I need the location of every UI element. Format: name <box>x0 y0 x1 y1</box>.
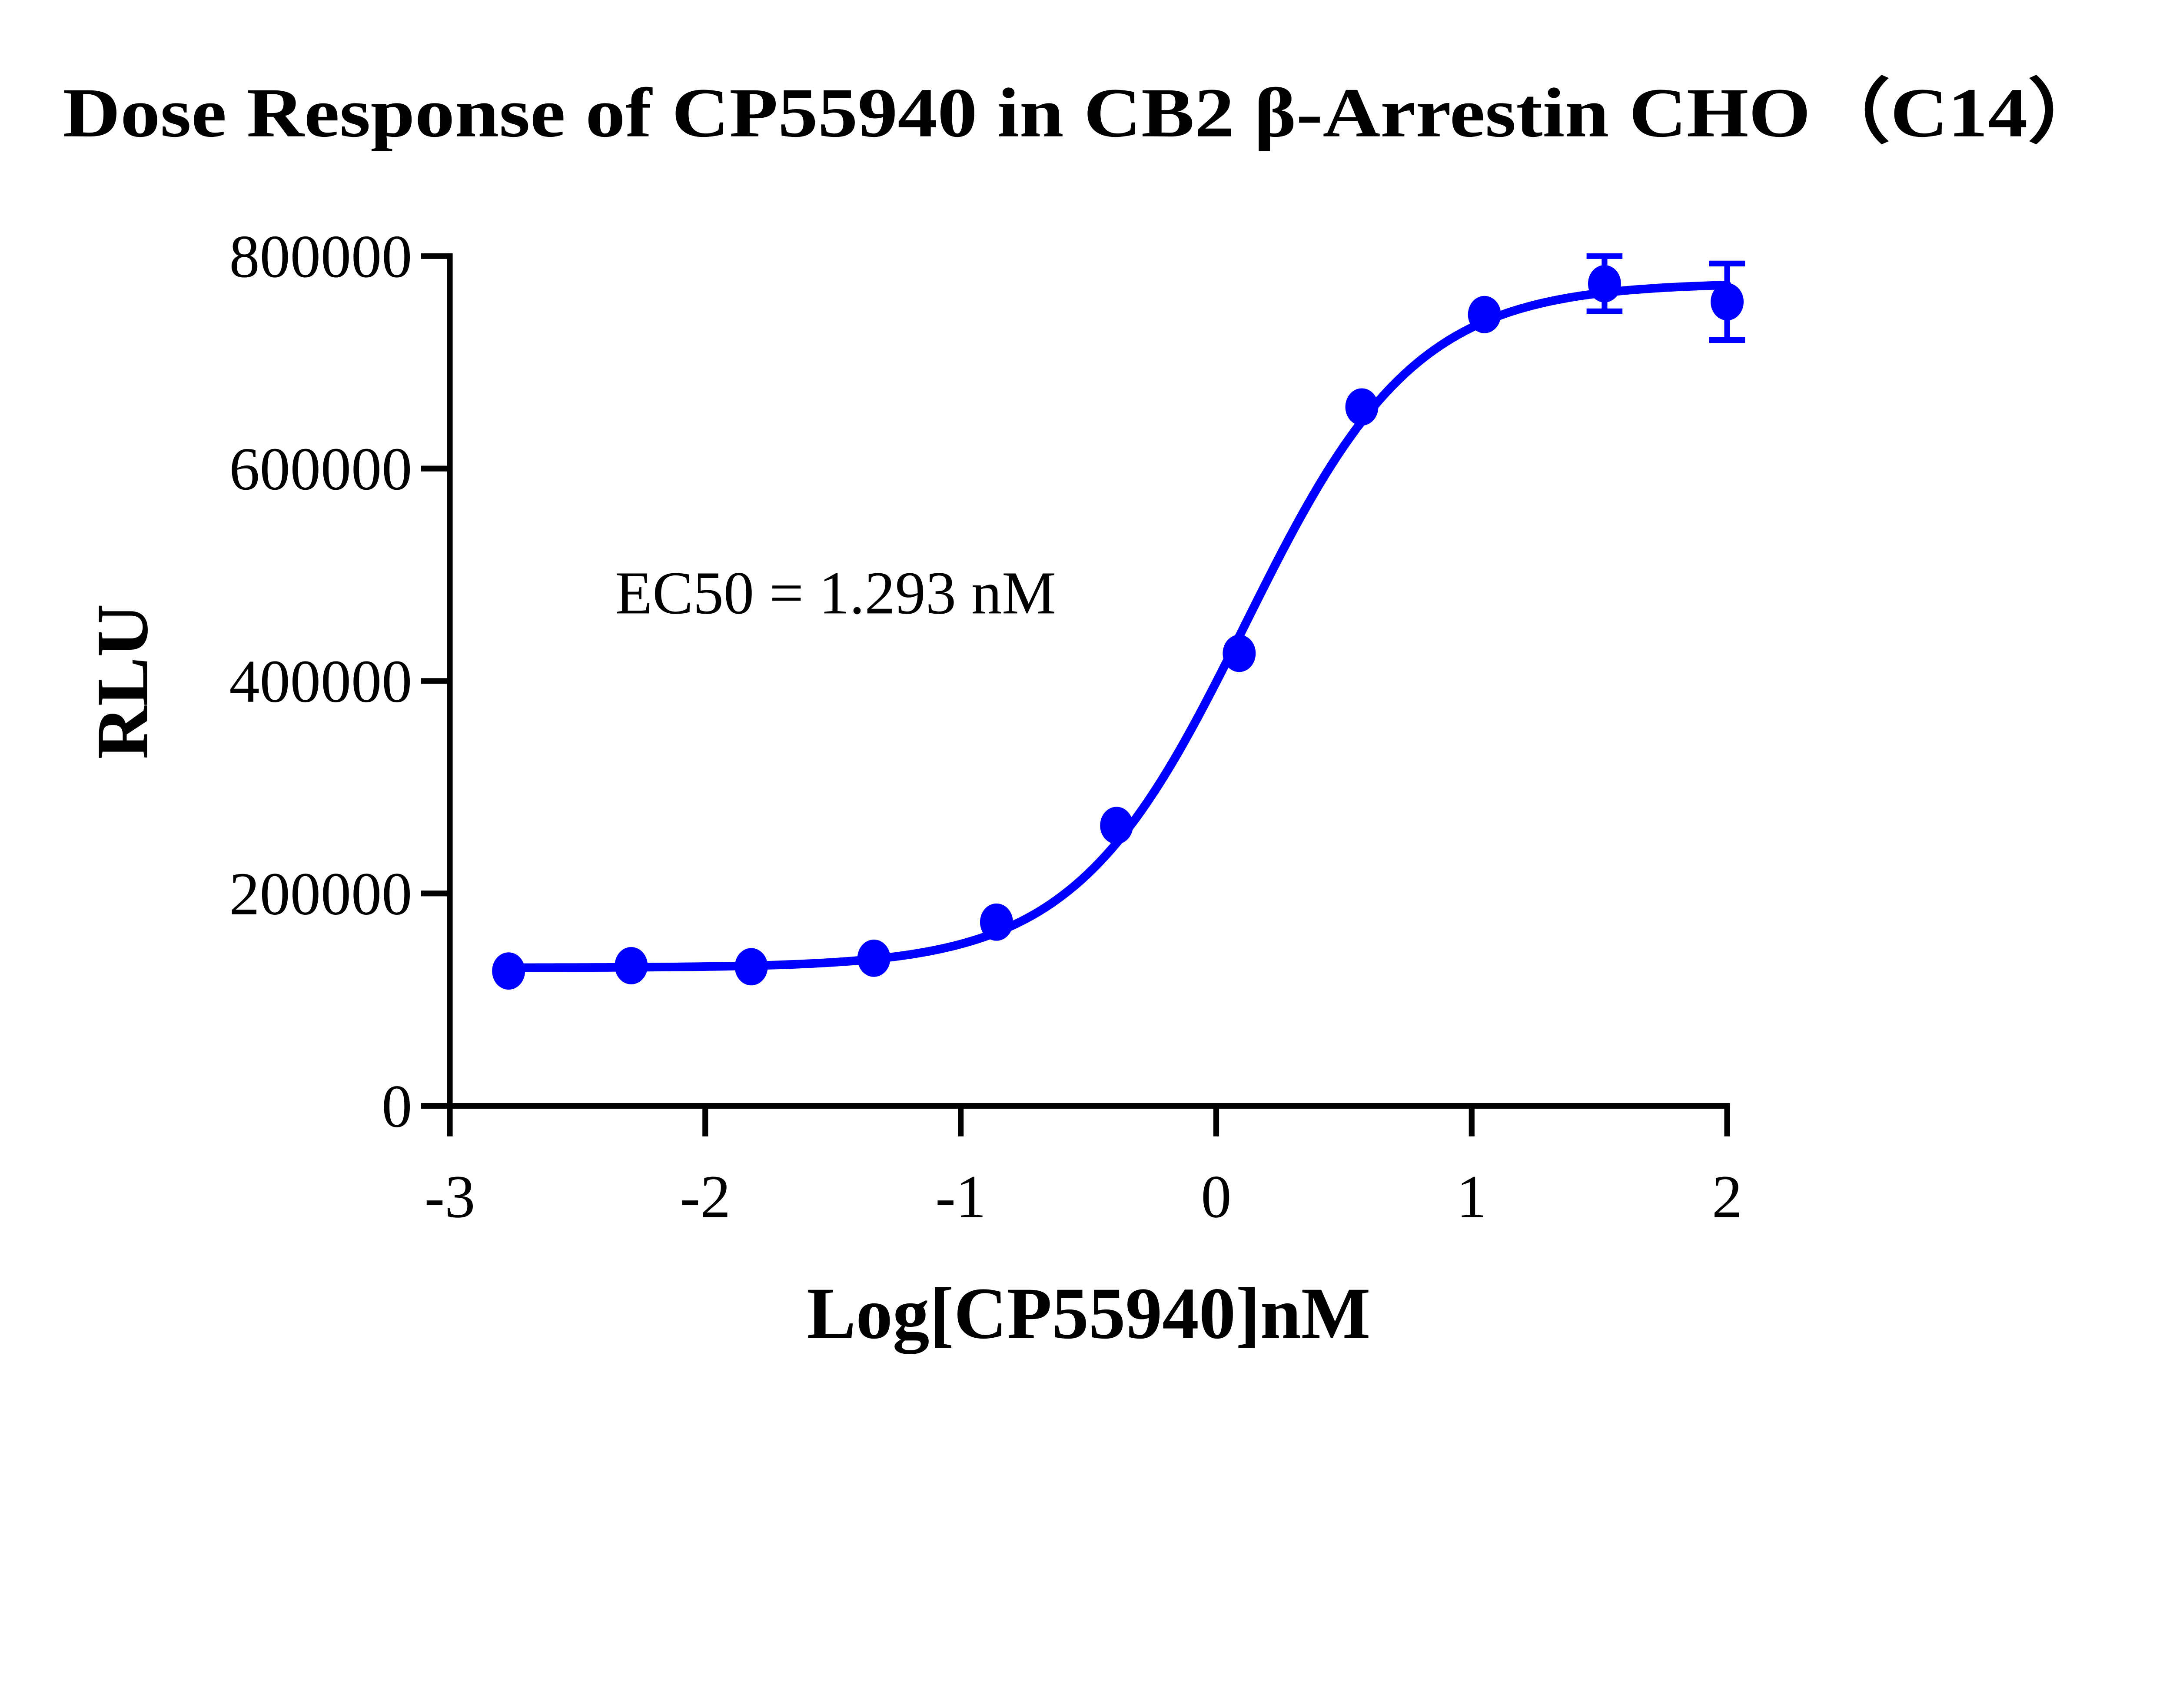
data-point <box>1711 283 1744 321</box>
data-point <box>1588 265 1621 302</box>
data-point <box>734 948 768 986</box>
x-tick-label: 2 <box>1712 1163 1742 1230</box>
y-tick-label: 600000 <box>229 435 412 503</box>
x-tick-label: 0 <box>1201 1163 1231 1230</box>
data-point <box>980 903 1013 941</box>
dose-response-chart: Dose Response of CP55940 in CB2 β-Arrest… <box>63 74 2107 1354</box>
data-point <box>615 947 648 984</box>
ec50-annotation: EC50 = 1.293 nM <box>615 559 1056 627</box>
x-tick-label: -3 <box>425 1163 475 1230</box>
data-point <box>1100 807 1133 844</box>
data-point <box>1223 635 1256 672</box>
x-tick-label: -2 <box>680 1163 731 1230</box>
y-axis-label: RLU <box>81 604 163 759</box>
data-point <box>857 939 890 977</box>
y-tick-label: 200000 <box>229 861 412 928</box>
data-point <box>492 952 525 990</box>
x-tick-label: 1 <box>1456 1163 1487 1230</box>
y-tick-label: 800000 <box>229 223 412 290</box>
y-tick-label: 0 <box>382 1073 412 1140</box>
x-tick-label: -1 <box>935 1163 986 1230</box>
x-axis-label: Log[CP55940]nM <box>807 1273 1370 1354</box>
y-tick-label: 400000 <box>229 648 412 715</box>
data-point <box>1345 388 1379 426</box>
data-point <box>1468 296 1501 333</box>
chart-title: Dose Response of CP55940 in CB2 β-Arrest… <box>63 74 2107 152</box>
